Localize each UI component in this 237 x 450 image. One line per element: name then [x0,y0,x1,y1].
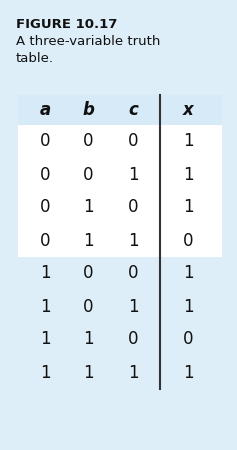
Bar [18,95,222,389]
Text: 0: 0 [40,166,50,184]
Bar [18,290,222,323]
Text: 1: 1 [128,297,138,315]
Text: 1: 1 [183,297,193,315]
Bar [18,125,222,158]
Text: A three-variable truth
table.: A three-variable truth table. [16,35,160,66]
Bar [18,257,222,290]
Text: 1: 1 [40,265,50,283]
Text: 0: 0 [83,265,93,283]
Text: 0: 0 [128,265,138,283]
Bar [18,224,222,257]
Text: 0: 0 [40,231,50,249]
Text: 0: 0 [40,198,50,216]
Text: 1: 1 [128,364,138,382]
Text: 1: 1 [83,231,93,249]
Text: 1: 1 [40,364,50,382]
Text: a: a [39,101,51,119]
Text: 1: 1 [183,364,193,382]
Text: 1: 1 [128,166,138,184]
Text: 1: 1 [83,198,93,216]
Text: 0: 0 [183,231,193,249]
Text: 1: 1 [83,364,93,382]
Text: 1: 1 [183,132,193,150]
Bar [18,356,222,389]
Bar [18,158,222,191]
Text: 0: 0 [128,198,138,216]
Text: 1: 1 [40,297,50,315]
Text: x: x [183,101,193,119]
Text: 1: 1 [183,166,193,184]
Text: 0: 0 [183,330,193,348]
Text: 0: 0 [83,166,93,184]
Text: 0: 0 [128,132,138,150]
Bar [18,191,222,224]
Text: b: b [82,101,94,119]
Text: 0: 0 [128,330,138,348]
Bar [18,323,222,356]
Text: 0: 0 [83,297,93,315]
Bar [18,95,222,125]
Text: 0: 0 [40,132,50,150]
Text: 1: 1 [83,330,93,348]
Text: 1: 1 [183,265,193,283]
Text: 1: 1 [183,198,193,216]
Text: c: c [128,101,138,119]
Text: 1: 1 [128,231,138,249]
Text: FIGURE 10.17: FIGURE 10.17 [16,18,117,31]
Text: 0: 0 [83,132,93,150]
Text: 1: 1 [40,330,50,348]
